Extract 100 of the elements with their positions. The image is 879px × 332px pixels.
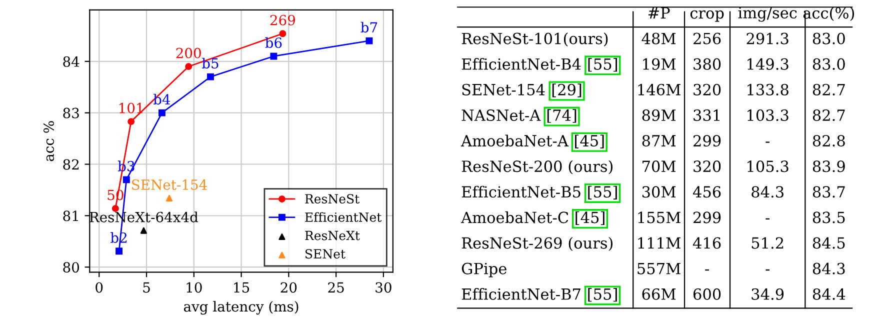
text: 82.8 <box>812 134 845 147</box>
y-tick-label: 81 <box>63 210 78 222</box>
text: 84.3 <box>752 186 784 198</box>
category-label: ResNeSt-101(ours) <box>462 32 608 46</box>
text: 320 <box>694 160 721 172</box>
category-label: EfficientNet-B5 <box>462 186 580 198</box>
y-axis-title: acc % <box>44 121 54 162</box>
text: [55] <box>588 288 617 302</box>
text: [45] <box>576 211 604 226</box>
annotation: b5 <box>202 58 218 69</box>
text: 34.9 <box>752 288 784 300</box>
legend-label: ResNeSt <box>305 194 360 204</box>
text: 19M <box>643 58 676 70</box>
text: 89M <box>642 109 676 121</box>
text: - <box>705 269 709 271</box>
x-tick-label: 25 <box>328 282 344 293</box>
text: 82.7 <box>812 84 845 96</box>
annotation: b4 <box>154 94 170 105</box>
text: 83.0 <box>812 58 845 70</box>
text: 557M <box>638 262 680 274</box>
text: 155M <box>638 212 680 224</box>
x-tick-label: 10 <box>186 282 202 293</box>
text: - <box>766 218 770 220</box>
text: 380 <box>694 58 721 70</box>
point <box>128 118 135 126</box>
category-label: EfficientNet-B4 <box>462 58 581 70</box>
text: 83.5 <box>812 212 845 224</box>
y-tick-label: 84 <box>63 56 80 67</box>
text: 83.7 <box>812 186 845 198</box>
annotation: b6 <box>265 37 282 48</box>
annotation: 269 <box>270 14 296 26</box>
point <box>270 52 278 60</box>
text: 256 <box>694 32 721 44</box>
point <box>166 194 173 202</box>
text: 66M <box>642 288 676 300</box>
point <box>158 109 166 116</box>
text: - <box>766 269 770 271</box>
text: 30M <box>642 186 676 198</box>
text: 416 <box>692 237 721 249</box>
point <box>185 63 192 70</box>
category-label: SENet-154 <box>462 84 545 96</box>
point <box>140 227 147 234</box>
text: 48M <box>642 32 676 44</box>
category-label: ResNeSt-200 (ours) <box>462 160 613 174</box>
text: [55] <box>588 58 618 72</box>
annotation: 101 <box>120 102 142 114</box>
point <box>366 37 373 44</box>
text: 291.3 <box>746 32 788 44</box>
point <box>112 204 119 212</box>
x-tick-label: 20 <box>280 282 297 293</box>
text: 103.3 <box>748 109 788 121</box>
category-label: GPipe <box>462 262 506 278</box>
text: 600 <box>694 288 721 300</box>
category-label: AmoebaNet-C <box>460 211 568 224</box>
text: 83.9 <box>812 160 845 172</box>
annotation: SENet-154 <box>132 179 207 190</box>
y-tick-label: 83 <box>63 108 79 118</box>
text: 70M <box>642 160 676 172</box>
text: 299 <box>694 134 721 147</box>
category-label: img/sec <box>738 7 797 22</box>
legend-label: SENet <box>306 249 346 259</box>
text: 331 <box>694 109 720 121</box>
point <box>279 30 286 38</box>
category-label: crop <box>690 10 724 22</box>
text: 84.3 <box>812 262 845 274</box>
x-tick-label: 30 <box>376 282 392 293</box>
y-tick-label: 80 <box>63 262 80 273</box>
point <box>122 176 130 184</box>
text: 84.5 <box>812 237 845 249</box>
text: 146M <box>638 84 680 96</box>
text: [29] <box>552 84 582 98</box>
text: 84.4 <box>812 288 846 300</box>
text: 83.0 <box>812 32 845 44</box>
x-tick-label: 15 <box>234 282 250 293</box>
category-label: #P <box>648 7 670 19</box>
text: [55] <box>588 186 617 200</box>
category-label: EfficientNet-B7 <box>462 288 580 300</box>
text: [74] <box>547 109 576 123</box>
legend-label: ResNeXt <box>305 230 360 240</box>
annotation: b7 <box>360 22 378 33</box>
x-axis-title: avg latency (ms) <box>184 300 298 315</box>
text: - <box>766 142 770 143</box>
text: 111M <box>638 237 680 249</box>
point <box>207 73 214 80</box>
legend-label: EfficientNet <box>305 212 382 222</box>
category-label: NASNet-A <box>462 109 541 121</box>
category-label: ResNeSt-269 (ours) <box>462 236 613 251</box>
text: 320 <box>694 84 721 96</box>
text: 133.8 <box>748 84 788 96</box>
category-label: AmoebaNet-A <box>460 134 569 147</box>
text: 82.7 <box>812 109 845 121</box>
text: 299 <box>694 212 721 224</box>
point <box>116 248 123 255</box>
y-tick-label: 82 <box>63 159 79 170</box>
text: 149.3 <box>748 58 788 70</box>
text: 105.3 <box>748 160 788 172</box>
x-tick-label: 0 <box>96 282 103 293</box>
x-tick-label: 5 <box>143 282 150 293</box>
text: 87M <box>642 134 676 147</box>
text: 51.2 <box>752 237 784 249</box>
